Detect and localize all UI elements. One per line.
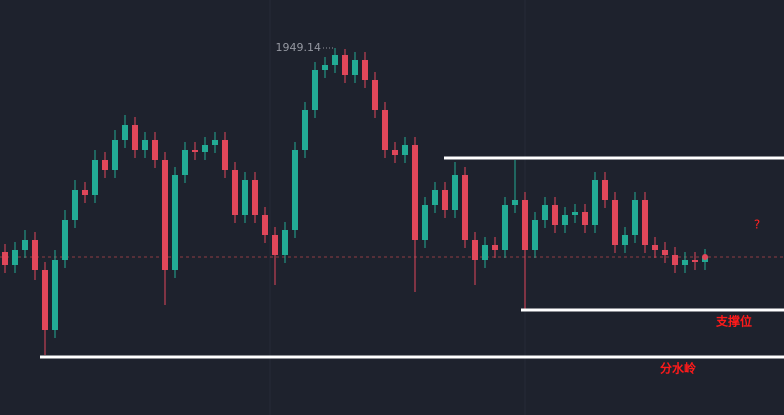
candle-body (382, 110, 388, 150)
candle-body (392, 150, 398, 155)
candle-body (252, 180, 258, 215)
candle-body (462, 175, 468, 240)
candle-body (652, 245, 658, 250)
candle-body (422, 205, 428, 240)
candle-body (242, 180, 248, 215)
candle-body (12, 250, 18, 265)
candle-body (262, 215, 268, 235)
candle-body (2, 252, 8, 265)
candle-body (672, 255, 678, 265)
candle-body (352, 60, 358, 75)
candle-body (452, 175, 458, 210)
candle-body (342, 55, 348, 75)
candle-body (122, 125, 128, 140)
candle-body (152, 140, 158, 160)
candle-body (182, 150, 188, 175)
candle-body (512, 200, 518, 205)
candle-body (492, 245, 498, 250)
candle-body (292, 150, 298, 230)
candle-body (102, 160, 108, 170)
candle-body (642, 200, 648, 245)
candle-body (52, 260, 58, 330)
candle-body (632, 200, 638, 235)
level-label: 支撑位 (715, 314, 752, 329)
candle-body (502, 205, 508, 250)
candle-body (202, 145, 208, 152)
candle-body (482, 245, 488, 260)
candle-body (232, 170, 238, 215)
candle-body (612, 200, 618, 245)
candle-body (532, 220, 538, 250)
candle-body (142, 140, 148, 150)
candle-body (32, 240, 38, 270)
candle-body (542, 205, 548, 220)
candle-body (432, 190, 438, 205)
candle-body (402, 145, 408, 155)
candle-body (272, 235, 278, 255)
candle-body (312, 70, 318, 110)
candle-body (692, 260, 698, 262)
candle-body (62, 220, 68, 260)
candle-body (112, 140, 118, 170)
candle-body (172, 175, 178, 270)
candle-body (362, 60, 368, 80)
candle-body (22, 240, 28, 250)
candle-body (662, 250, 668, 255)
candle-body (282, 230, 288, 255)
candle-body (82, 190, 88, 195)
candle-body (212, 140, 218, 145)
candle-body (72, 190, 78, 220)
candle-body (522, 200, 528, 250)
candle-body (442, 190, 448, 210)
candle-body (582, 212, 588, 225)
candle-body (622, 235, 628, 245)
candle-body (372, 80, 378, 110)
candle-body (552, 205, 558, 225)
candle-body (332, 55, 338, 65)
candle-body (192, 150, 198, 152)
candle-body (412, 145, 418, 240)
candle-body (132, 125, 138, 150)
annotation: ? (754, 218, 760, 232)
candle-body (162, 160, 168, 270)
candle-body (322, 65, 328, 70)
candle-body (222, 140, 228, 170)
candle-body (682, 260, 688, 265)
candle-body (602, 180, 608, 200)
candle-body (302, 110, 308, 150)
last-price-dot (702, 254, 708, 260)
level-label: 分水岭 (660, 361, 696, 376)
candle-body (562, 215, 568, 225)
candle-body (592, 180, 598, 225)
candle-body (92, 160, 98, 195)
candle-body (572, 212, 578, 215)
high-label: 1949.14 (276, 41, 322, 54)
candle-body (42, 270, 48, 330)
candle-body (472, 240, 478, 260)
